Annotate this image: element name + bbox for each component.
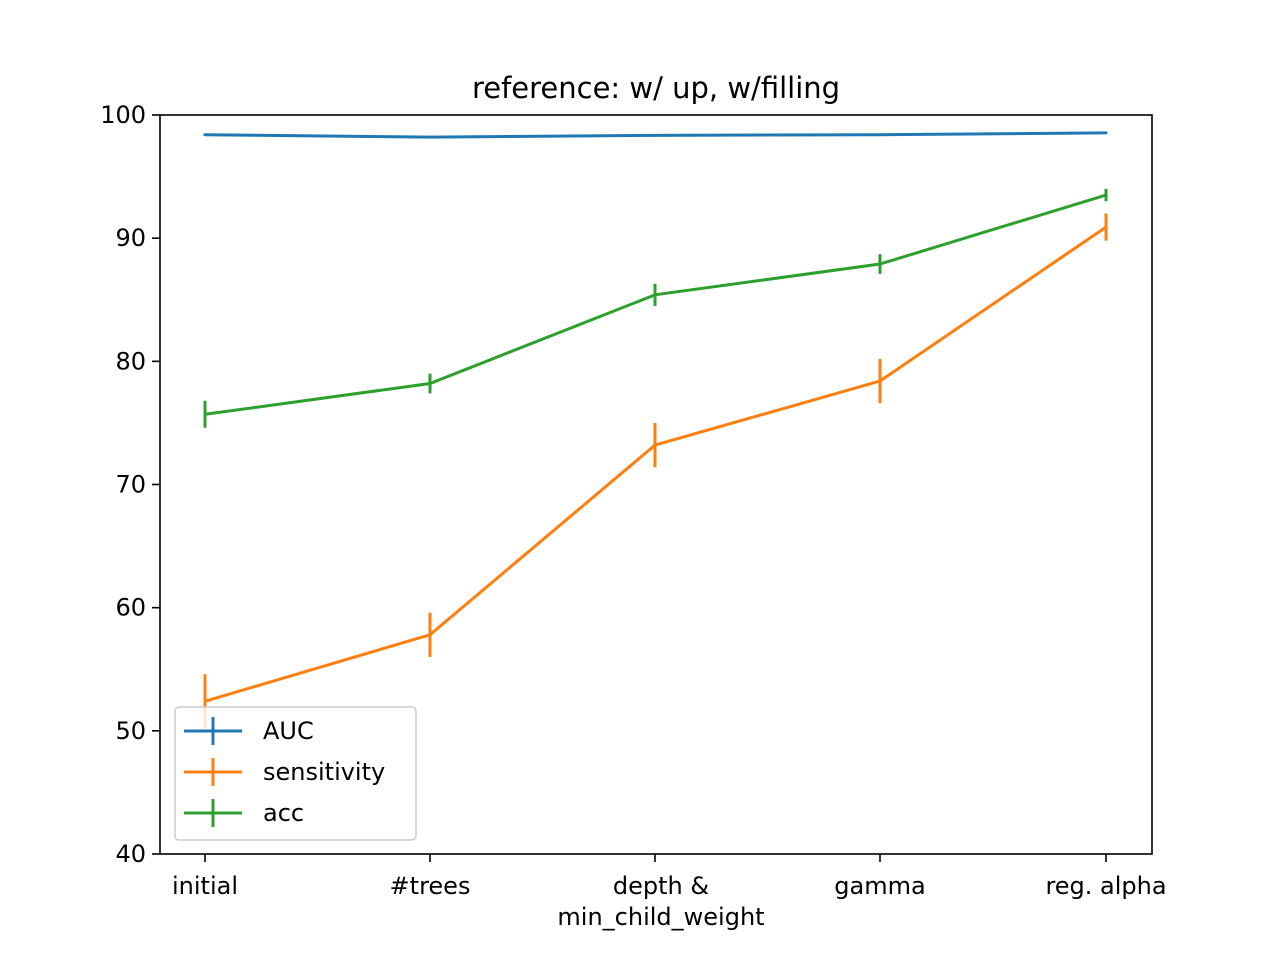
legend-entry: sensitivity: [184, 758, 385, 786]
legend-box: [174, 706, 417, 841]
x-tick-label: #trees: [390, 872, 471, 900]
y-tick-label: 100: [100, 101, 146, 129]
x-axis: initial #trees depth & min_child_weight gamm…: [172, 854, 1167, 931]
x-tick-label: gamma: [834, 872, 925, 900]
chart-title: reference: w/ up, w/filling: [472, 71, 840, 105]
y-tick-label: 60: [115, 594, 146, 622]
legend: AUC sensitivity acc: [174, 706, 417, 841]
y-tick-label: 90: [115, 224, 146, 252]
legend-label: AUC: [263, 717, 314, 745]
x-tick-label: reg. alpha: [1045, 872, 1166, 900]
legend-label: acc: [263, 799, 304, 827]
series-layer: [203, 131, 1108, 729]
series-AUC: [203, 131, 1108, 139]
y-tick-label: 50: [115, 717, 146, 745]
legend-label: sensitivity: [263, 758, 385, 786]
legend-entry: acc: [184, 799, 304, 827]
x-tick-label: initial: [172, 872, 238, 900]
legend-entry: AUC: [184, 717, 314, 745]
x-tick-label: depth &: [613, 872, 709, 900]
y-tick-label: 80: [115, 347, 146, 375]
x-tick-label: min_child_weight: [557, 903, 764, 931]
series-acc: [203, 188, 1108, 428]
y-tick-label: 40: [115, 840, 146, 868]
y-axis: 40 50 60 70 80 90 100: [100, 101, 160, 868]
y-tick-label: 70: [115, 471, 146, 499]
